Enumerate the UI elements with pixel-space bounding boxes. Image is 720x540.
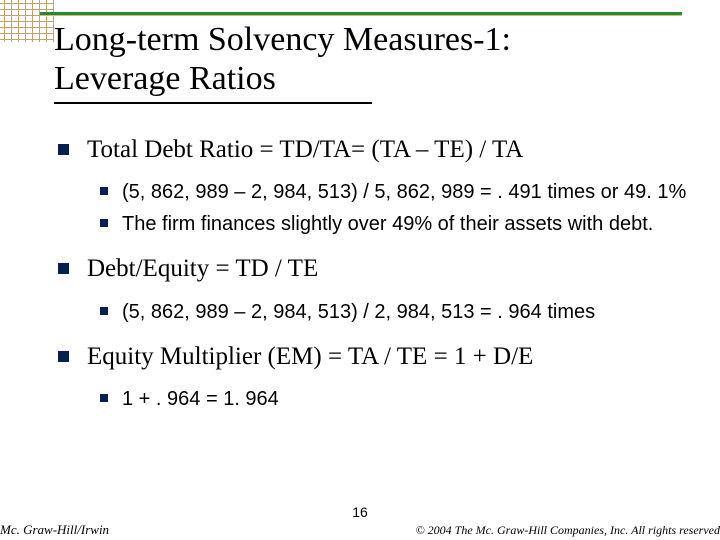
top-rule xyxy=(40,12,682,16)
bullet-level-1: Equity Multiplier (EM) = TA / TE = 1 + D… xyxy=(58,341,704,372)
square-bullet-icon xyxy=(100,219,108,227)
title-line-2: Leverage Ratios xyxy=(54,59,511,98)
square-bullet-icon xyxy=(58,263,69,274)
slide: Long-term Solvency Measures-1: Leverage … xyxy=(0,0,720,540)
bullet-group: Debt/Equity = TD / TE (5, 862, 989 – 2, … xyxy=(58,253,704,324)
square-bullet-icon xyxy=(58,144,69,155)
bullet-level-2: 1 + . 964 = 1. 964 xyxy=(100,386,704,412)
bullet-level-2: The firm finances slightly over 49% of t… xyxy=(100,211,704,237)
bullet-level-1: Debt/Equity = TD / TE xyxy=(58,253,704,284)
bullet-level-2: (5, 862, 989 – 2, 984, 513) / 2, 984, 51… xyxy=(100,299,704,325)
bullet-text: Total Debt Ratio = TD/TA= (TA – TE) / TA xyxy=(87,134,523,165)
content-area: Total Debt Ratio = TD/TA= (TA – TE) / TA… xyxy=(58,134,704,428)
bullet-text: Debt/Equity = TD / TE xyxy=(87,253,318,284)
bullet-level-2: (5, 862, 989 – 2, 984, 513) / 5, 862, 98… xyxy=(100,179,704,205)
footer-publisher: Mc. Graw-Hill/Irwin xyxy=(0,522,109,538)
square-bullet-icon xyxy=(100,394,108,402)
title-line-1: Long-term Solvency Measures-1: xyxy=(54,20,511,59)
page-number: 16 xyxy=(0,504,720,520)
bullet-level-1: Total Debt Ratio = TD/TA= (TA – TE) / TA xyxy=(58,134,704,165)
bullet-group: Total Debt Ratio = TD/TA= (TA – TE) / TA… xyxy=(58,134,704,237)
footer-copyright: © 2004 The Mc. Graw-Hill Companies, Inc.… xyxy=(416,523,720,538)
bullet-text: 1 + . 964 = 1. 964 xyxy=(122,386,279,412)
title-underline xyxy=(54,102,372,104)
bullet-text: Equity Multiplier (EM) = TA / TE = 1 + D… xyxy=(87,341,533,372)
square-bullet-icon xyxy=(58,351,69,362)
bullet-group: Equity Multiplier (EM) = TA / TE = 1 + D… xyxy=(58,341,704,412)
square-bullet-icon xyxy=(100,307,108,315)
slide-title: Long-term Solvency Measures-1: Leverage … xyxy=(54,20,511,98)
square-bullet-icon xyxy=(100,187,108,195)
bullet-text: (5, 862, 989 – 2, 984, 513) / 5, 862, 98… xyxy=(122,179,686,205)
bullet-text: The firm finances slightly over 49% of t… xyxy=(122,211,653,237)
bullet-text: (5, 862, 989 – 2, 984, 513) / 2, 984, 51… xyxy=(122,299,595,325)
corner-grid-decoration xyxy=(0,0,54,42)
